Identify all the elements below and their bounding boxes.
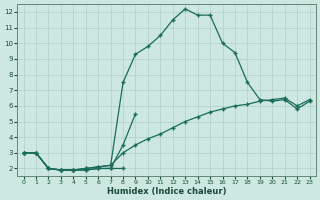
- X-axis label: Humidex (Indice chaleur): Humidex (Indice chaleur): [107, 187, 226, 196]
